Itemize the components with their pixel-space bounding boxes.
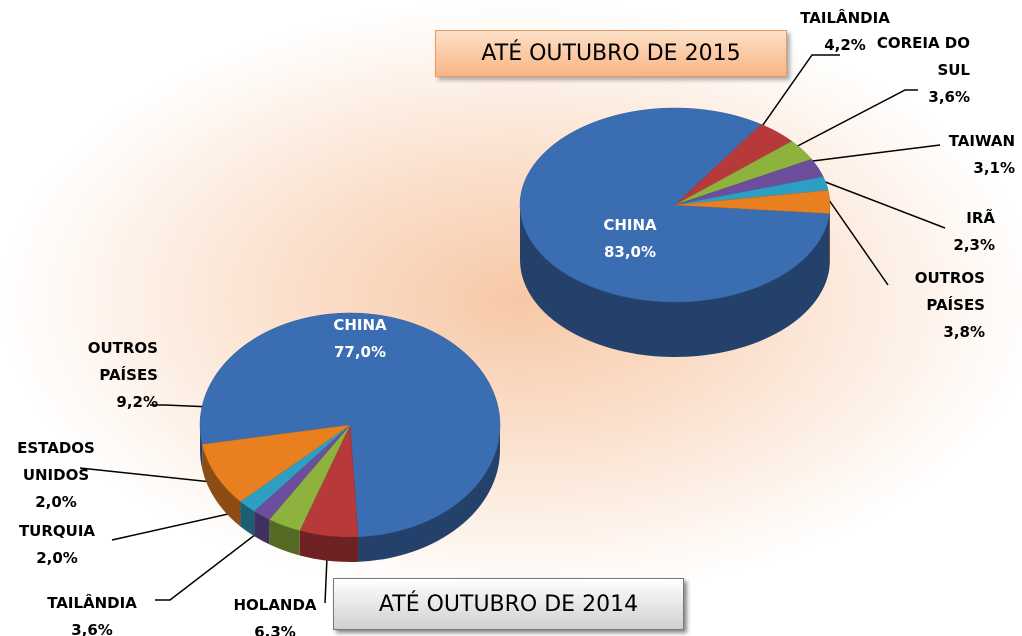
- slice-label: OUTROS PAÍSES 3,8%: [875, 265, 985, 346]
- pie-sides: [520, 205, 830, 357]
- leader-lines: [79, 54, 946, 604]
- slice-label: CHINA 83,0%: [580, 212, 680, 266]
- slice-label: TAIWAN 3,1%: [905, 128, 1015, 182]
- slice: [674, 190, 831, 214]
- value-label: 77,0%: [333, 343, 387, 361]
- category-label: COREIA DO SUL: [876, 34, 970, 79]
- slice-label: TAILÂNDIA 3,6%: [42, 590, 142, 636]
- slice-label: OUTROS PAÍSES 9,2%: [58, 335, 158, 416]
- category-label: OUTROS PAÍSES: [87, 339, 158, 384]
- pie-tops: [199, 312, 501, 538]
- value-label: 2,3%: [953, 236, 995, 254]
- pie-sides: [200, 425, 500, 563]
- slice: [201, 424, 351, 502]
- slice-label: IRÃ 2,3%: [905, 205, 995, 259]
- slice-side: [829, 205, 830, 269]
- value-label: 4,2%: [824, 36, 866, 54]
- value-label: 2,0%: [35, 493, 77, 511]
- value-label: 9,2%: [116, 393, 158, 411]
- slice-side: [254, 511, 270, 545]
- pie: [519, 107, 831, 357]
- value-label: 3,6%: [71, 621, 113, 636]
- slice-label: COREIA DO SUL 3,6%: [870, 30, 970, 111]
- value-label: 3,1%: [973, 159, 1015, 177]
- category-label: CHINA: [333, 316, 387, 334]
- slice-side: [520, 205, 830, 357]
- slice-label: TAILÂNDIA 4,2%: [795, 5, 895, 59]
- slice-label: HOLANDA 6,3%: [225, 592, 325, 636]
- value-label: 2,0%: [36, 549, 78, 567]
- value-label: 6,3%: [254, 623, 296, 636]
- slice-side: [358, 425, 500, 562]
- category-label: TURQUIA: [18, 522, 96, 540]
- title-box: ATÉ OUTUBRO DE 2014: [333, 578, 684, 630]
- category-label: TAILÂNDIA: [800, 9, 890, 27]
- chart-title: ATÉ OUTUBRO DE 2015: [481, 41, 741, 66]
- category-label: HOLANDA: [233, 596, 317, 614]
- slice: [519, 107, 830, 303]
- pie: [199, 312, 501, 563]
- slice-side: [202, 444, 241, 527]
- slice-label: TURQUIA 2,0%: [7, 518, 107, 572]
- category-label: IRÃ: [966, 209, 995, 227]
- pie-tops: [519, 107, 831, 303]
- chart-title: ATÉ OUTUBRO DE 2014: [378, 591, 639, 617]
- value-label: 3,6%: [928, 88, 970, 106]
- category-label: OUTROS PAÍSES: [914, 269, 985, 314]
- category-label: ESTADOS UNIDOS: [17, 439, 95, 484]
- slice-label: ESTADOS UNIDOS 2,0%: [6, 435, 106, 516]
- slice-label: CHINA 77,0%: [310, 312, 410, 366]
- category-label: TAIWAN: [948, 132, 1015, 150]
- slice-side: [299, 530, 359, 563]
- title-box: ATÉ OUTUBRO DE 2015: [435, 30, 787, 77]
- slice-side: [240, 501, 255, 537]
- category-label: TAILÂNDIA: [47, 594, 137, 612]
- value-label: 83,0%: [603, 243, 657, 261]
- category-label: CHINA: [603, 216, 657, 234]
- value-label: 3,8%: [943, 323, 985, 341]
